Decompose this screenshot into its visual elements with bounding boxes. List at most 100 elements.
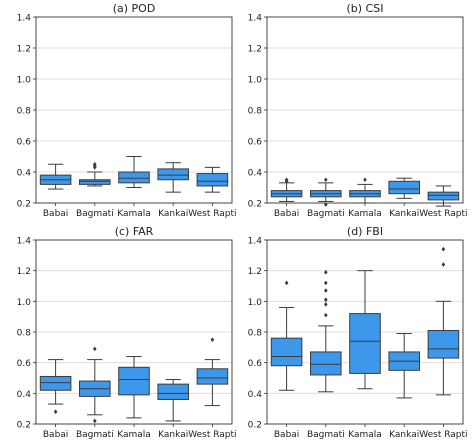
y-tick-label: 0.6	[17, 138, 32, 148]
outlier-point	[92, 346, 97, 352]
outlier-point	[441, 246, 446, 252]
y-tick-label: 0.8	[17, 329, 32, 339]
x-tick-label: Bagmati	[76, 430, 114, 440]
box-babai	[270, 177, 303, 202]
x-tick-label: West Rapti	[419, 430, 467, 440]
y-tick-label: 1.2	[248, 45, 262, 55]
outlier-point	[210, 337, 215, 342]
box-bagmati	[310, 269, 342, 393]
outlier-point	[323, 280, 328, 286]
outlier-point	[284, 177, 289, 183]
box-kankai	[157, 379, 189, 422]
box-babai	[270, 280, 303, 391]
panel-title: (b) CSI	[347, 2, 384, 15]
y-tick-label: 0.2	[248, 200, 262, 210]
outlier-point	[323, 269, 328, 275]
outlier-point	[323, 302, 328, 307]
outlier-point	[363, 177, 367, 183]
box-kamala	[349, 177, 381, 204]
y-tick-label: 0.2	[17, 421, 31, 431]
y-tick-label: 1.4	[17, 14, 32, 24]
x-tick-label: Kankai	[158, 430, 188, 440]
x-tick-label: Kankai	[389, 209, 419, 219]
axes-frame	[266, 16, 464, 204]
axes-frame	[266, 239, 464, 425]
box-bagmati	[310, 177, 342, 207]
y-tick-label: 0.2	[248, 421, 262, 431]
panel-fbi: 0.2 0.4 0.6 0.8 1.0 1.2 1.4 Babai Bagmati Kamala K…	[248, 225, 468, 440]
y-tick-label: 0.6	[17, 359, 32, 369]
box-kankai	[157, 162, 189, 193]
y-tick-label: 0.8	[248, 329, 263, 339]
x-tick-label: Kamala	[348, 209, 382, 219]
y-tick-label: 1.0	[248, 298, 263, 308]
box-babai	[39, 359, 72, 415]
box-iqr	[310, 351, 342, 376]
outlier-point	[284, 280, 289, 286]
x-tick-label: Babai	[43, 430, 68, 440]
box-kankai	[388, 177, 420, 199]
x-tick-label: Babai	[274, 430, 299, 440]
x-tick-label: Bagmati	[307, 209, 345, 219]
box-iqr	[196, 173, 229, 187]
box-bagmati	[79, 161, 111, 187]
y-tick-label: 1.0	[248, 76, 263, 86]
outlier-point	[53, 409, 58, 415]
panel-pod: 0.2 0.4 0.6 0.8 1.0 1.2 1.4 Babai Bagmati Kamala K…	[17, 2, 237, 219]
outlier-point	[92, 161, 97, 167]
outlier-point	[441, 262, 446, 267]
axes-frame	[35, 239, 233, 425]
x-tick-label: Kankai	[158, 209, 188, 219]
x-tick-label: Bagmati	[76, 209, 114, 219]
x-tick-label: Bagmati	[307, 430, 345, 440]
x-tick-label: West Rapti	[419, 209, 467, 219]
box-west-rapti	[427, 246, 460, 396]
y-tick-label: 1.4	[17, 237, 32, 247]
x-tick-label: Babai	[43, 209, 68, 219]
box-iqr	[427, 329, 460, 359]
box-bagmati	[79, 346, 111, 424]
box-iqr	[39, 375, 72, 391]
panel-title: (a) POD	[113, 2, 156, 15]
y-tick-label: 1.0	[17, 76, 32, 86]
box-iqr	[157, 168, 189, 181]
box-iqr	[427, 191, 460, 201]
y-tick-label: 1.0	[17, 298, 32, 308]
y-tick-label: 1.2	[248, 267, 262, 277]
outlier-point	[92, 418, 97, 424]
outlier-point	[323, 297, 328, 303]
y-tick-label: 1.4	[248, 237, 263, 247]
x-tick-label: West Rapti	[188, 209, 236, 219]
y-tick-label: 0.6	[248, 138, 263, 148]
box-iqr	[118, 171, 150, 184]
y-tick-label: 1.4	[248, 14, 263, 24]
x-tick-label: West Rapti	[188, 430, 236, 440]
x-tick-label: Kamala	[117, 430, 151, 440]
panel-far: 0.2 0.4 0.6 0.8 1.0 1.2 1.4 Babai Bagmati Kamala K…	[17, 225, 237, 440]
y-tick-label: 0.6	[248, 359, 263, 369]
box-kankai	[388, 333, 420, 399]
box-iqr	[388, 180, 420, 195]
box-west-rapti	[196, 166, 229, 193]
y-tick-label: 1.2	[17, 267, 31, 277]
box-iqr	[196, 368, 229, 385]
panel-csi: 0.2 0.4 0.6 0.8 1.0 1.2 1.4 Babai Bagmati Kamala K…	[248, 2, 468, 219]
y-tick-label: 0.4	[248, 390, 263, 400]
outlier-point	[323, 177, 328, 183]
box-west-rapti	[196, 337, 229, 407]
y-tick-label: 0.2	[17, 200, 31, 210]
y-tick-label: 0.4	[17, 390, 32, 400]
box-iqr	[118, 366, 150, 396]
box-kamala	[118, 356, 150, 419]
box-iqr	[349, 313, 381, 374]
y-tick-label: 0.4	[17, 169, 32, 179]
x-tick-label: Babai	[274, 209, 299, 219]
x-tick-label: Kamala	[117, 209, 151, 219]
panel-title: (c) FAR	[115, 225, 154, 238]
outlier-point	[323, 312, 328, 318]
box-kamala	[349, 270, 381, 390]
x-tick-label: Kankai	[389, 430, 419, 440]
outlier-point	[323, 288, 328, 293]
box-iqr	[79, 179, 111, 185]
